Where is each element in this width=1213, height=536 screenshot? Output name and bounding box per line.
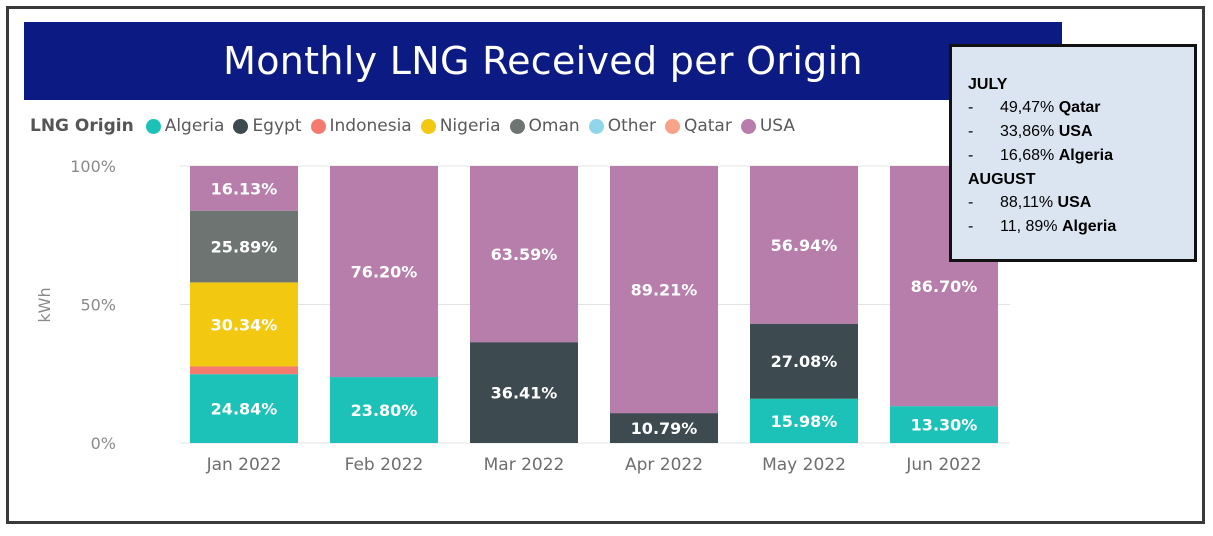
legend-item-oman: Oman bbox=[509, 116, 580, 136]
bar-segment-usa bbox=[470, 166, 578, 343]
chart-title: Monthly LNG Received per Origin bbox=[223, 39, 863, 83]
x-tick-label: Mar 2022 bbox=[484, 455, 565, 475]
legend-marker-egypt bbox=[233, 118, 249, 134]
data-label: 25.89% bbox=[211, 238, 278, 257]
bar-segment-usa bbox=[750, 166, 858, 324]
legend-label-qatar: Qatar bbox=[683, 116, 732, 136]
bar-segment-usa bbox=[330, 166, 438, 378]
data-label: 56.94% bbox=[771, 236, 838, 255]
legend-marker-algeria bbox=[145, 118, 161, 134]
data-label: 15.98% bbox=[771, 412, 838, 431]
notes-august-row: - 88,11% USA bbox=[968, 191, 1194, 215]
notes-august-heading: AUGUST bbox=[968, 171, 1036, 188]
legend-marker-other bbox=[588, 118, 604, 134]
legend-label-usa: USA bbox=[759, 116, 796, 136]
legend-item-qatar: Qatar bbox=[664, 116, 732, 136]
legend-label-indonesia: Indonesia bbox=[329, 116, 412, 136]
data-label: 86.70% bbox=[911, 277, 978, 296]
legend-item-other: Other bbox=[588, 116, 656, 136]
legend-marker-qatar bbox=[664, 118, 680, 134]
data-label: 63.59% bbox=[491, 245, 558, 264]
legend-item-usa: USA bbox=[740, 116, 796, 136]
note-dash: - bbox=[968, 99, 974, 116]
legend-marker-indonesia bbox=[310, 118, 326, 134]
y-tick-label: 50% bbox=[80, 296, 116, 315]
data-label: 36.41% bbox=[491, 384, 558, 403]
data-label: 76.20% bbox=[351, 263, 418, 282]
data-label: 23.80% bbox=[351, 401, 418, 420]
legend-title: LNG Origin bbox=[30, 116, 134, 136]
bar-segment-nigeria bbox=[190, 282, 298, 367]
notes-july-row: - 49,47% Qatar bbox=[968, 96, 1194, 120]
note-value: 33,86% USA bbox=[1000, 123, 1093, 140]
note-dash: - bbox=[968, 218, 974, 235]
legend-item-indonesia: Indonesia bbox=[310, 116, 412, 136]
x-tick-label: Jun 2022 bbox=[905, 455, 981, 475]
bar-segment-oman bbox=[190, 210, 298, 283]
legend-marker-nigeria bbox=[420, 118, 436, 134]
legend-marker-oman bbox=[509, 118, 525, 134]
legend-label-algeria: Algeria bbox=[164, 116, 225, 136]
legend-item-algeria: Algeria bbox=[145, 116, 225, 136]
bar-segment-indonesia bbox=[190, 366, 298, 375]
bar-segment-algeria bbox=[190, 374, 298, 443]
bar-segment-usa bbox=[610, 166, 718, 414]
y-tick-label: 0% bbox=[91, 434, 116, 453]
note-dash: - bbox=[968, 194, 974, 211]
title-banner: Monthly LNG Received per Origin bbox=[24, 22, 1062, 100]
data-label: 24.84% bbox=[211, 400, 278, 419]
x-tick-label: May 2022 bbox=[762, 455, 846, 475]
bar-segment-egypt bbox=[610, 413, 718, 443]
notes-july-row: - 33,86% USA bbox=[968, 120, 1194, 144]
y-axis-label: kWh bbox=[35, 287, 54, 322]
legend-label-other: Other bbox=[607, 116, 656, 136]
data-label: 16.13% bbox=[211, 179, 278, 198]
data-label: 10.79% bbox=[631, 419, 698, 438]
bar-segment-usa bbox=[190, 166, 298, 211]
note-dash: - bbox=[968, 123, 974, 140]
legend-label-egypt: Egypt bbox=[252, 116, 302, 136]
legend-item-egypt: Egypt bbox=[233, 116, 302, 136]
bar-segment-algeria bbox=[750, 398, 858, 443]
data-label: 13.30% bbox=[911, 416, 978, 435]
legend-marker-usa bbox=[740, 118, 756, 134]
legend-item-nigeria: Nigeria bbox=[420, 116, 501, 136]
data-label: 89.21% bbox=[631, 281, 698, 300]
legend-label-oman: Oman bbox=[528, 116, 580, 136]
note-dash: - bbox=[968, 147, 974, 164]
notes-box: JULY - 49,47% Qatar - 33,86% USA - 16,68… bbox=[949, 44, 1197, 262]
data-label: 30.34% bbox=[211, 315, 278, 334]
data-label: 27.08% bbox=[771, 352, 838, 371]
note-value: 88,11% USA bbox=[1000, 194, 1092, 211]
x-tick-label: Feb 2022 bbox=[345, 455, 424, 475]
bar-segment-egypt bbox=[470, 342, 578, 443]
bar-segment-algeria bbox=[890, 406, 998, 443]
note-value: 11, 89% Algeria bbox=[1000, 218, 1117, 235]
x-tick-label: Apr 2022 bbox=[625, 455, 703, 475]
note-value: 16,68% Algeria bbox=[1000, 147, 1113, 164]
x-tick-label: Jan 2022 bbox=[206, 455, 282, 475]
legend-label-nigeria: Nigeria bbox=[439, 116, 501, 136]
notes-august-row: - 11, 89% Algeria bbox=[968, 215, 1194, 239]
notes-july-row: - 16,68% Algeria bbox=[968, 144, 1194, 168]
chart-legend: LNG Origin Algeria Egypt Indonesia Niger… bbox=[30, 114, 804, 138]
note-value: 49,47% Qatar bbox=[1000, 99, 1101, 116]
bar-segment-algeria bbox=[330, 377, 438, 443]
notes-july-heading: JULY bbox=[968, 76, 1008, 93]
bar-segment-egypt bbox=[750, 323, 858, 399]
y-tick-label: 100% bbox=[70, 157, 116, 176]
